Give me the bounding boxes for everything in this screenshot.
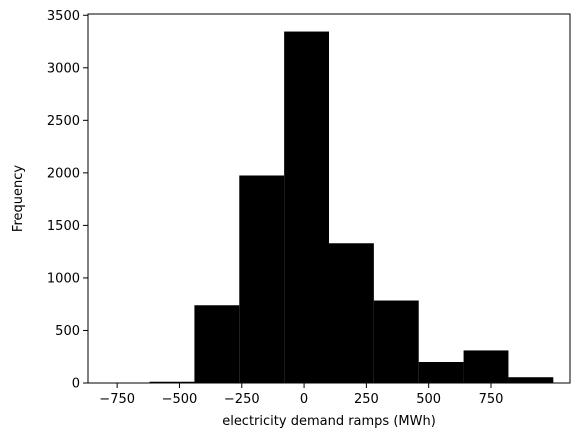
histogram-bar — [418, 361, 464, 383]
x-axis-ticks: −750 −500 −250 0 250 500 750 — [99, 383, 503, 407]
y-tick-label: 3500 — [47, 9, 80, 24]
x-tick-label: −750 — [99, 392, 135, 407]
y-tick-label: 1000 — [47, 271, 80, 286]
x-tick-label: −250 — [224, 392, 260, 407]
y-tick-label: 2500 — [47, 114, 80, 129]
histogram-bar — [239, 175, 285, 383]
plot-frame — [87, 13, 571, 384]
y-axis-ticks: 0 500 1000 1500 2000 2500 3000 3500 — [47, 9, 88, 392]
y-tick-label: 0 — [72, 377, 80, 392]
histogram-bar — [463, 350, 509, 383]
x-tick-label: 750 — [479, 392, 504, 407]
histogram-bar — [329, 243, 374, 383]
histogram-bar — [194, 305, 240, 383]
y-tick-label: 3000 — [47, 61, 80, 76]
x-tick-label: −500 — [162, 392, 198, 407]
x-tick-label: 250 — [354, 392, 379, 407]
histogram-bar — [373, 300, 419, 383]
y-axis-label: Frequency — [11, 165, 26, 232]
y-tick-label: 2000 — [47, 166, 80, 181]
histogram-bar — [508, 377, 554, 383]
y-tick-label: 1500 — [47, 219, 80, 234]
bars-group — [104, 31, 554, 383]
histogram-bar — [284, 31, 329, 383]
x-tick-label: 0 — [300, 392, 308, 407]
y-tick-label: 500 — [55, 324, 80, 339]
x-axis-label: electricity demand ramps (MWh) — [222, 414, 436, 429]
histogram-bar — [149, 381, 195, 383]
x-tick-label: 500 — [416, 392, 441, 407]
